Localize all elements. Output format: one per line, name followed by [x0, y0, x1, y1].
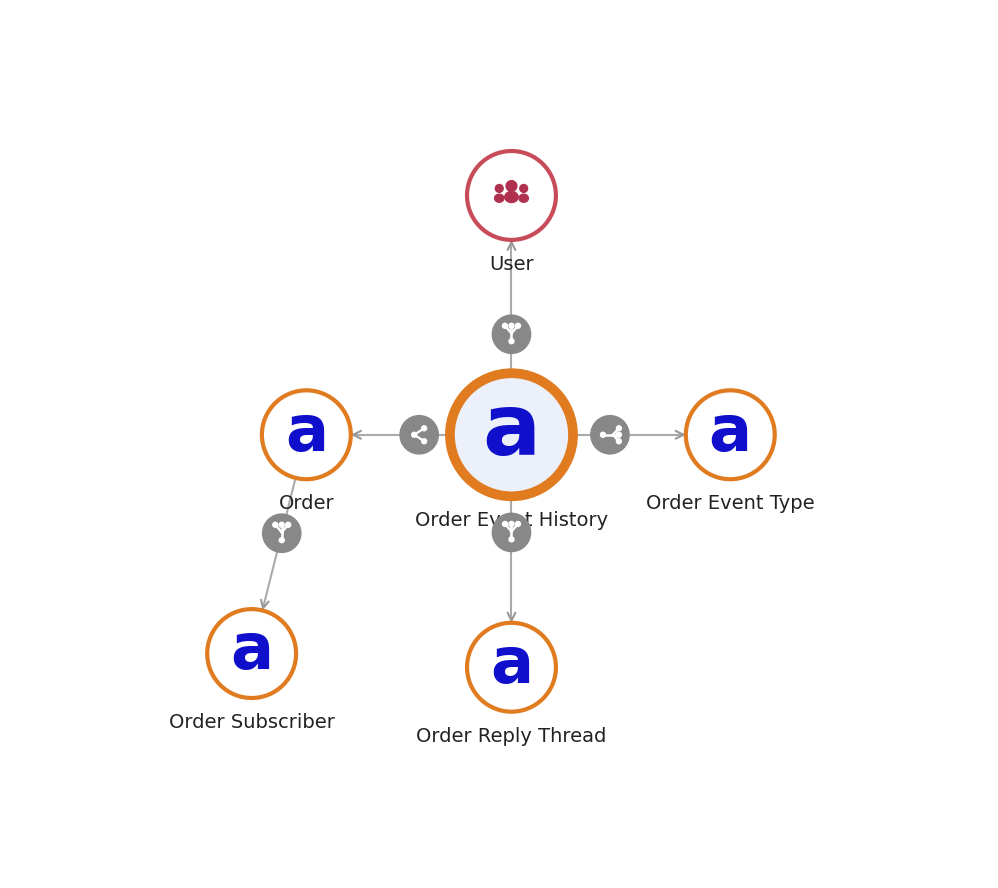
- Circle shape: [509, 323, 514, 329]
- Circle shape: [506, 180, 517, 192]
- Text: Order Event Type: Order Event Type: [646, 495, 814, 513]
- Circle shape: [509, 537, 514, 542]
- Circle shape: [509, 338, 514, 344]
- Circle shape: [467, 151, 556, 240]
- Circle shape: [520, 185, 528, 193]
- Text: a: a: [284, 401, 328, 464]
- Circle shape: [400, 416, 438, 454]
- Circle shape: [515, 323, 520, 329]
- Circle shape: [617, 439, 622, 444]
- Circle shape: [686, 391, 774, 480]
- Circle shape: [272, 522, 277, 527]
- Circle shape: [279, 538, 284, 543]
- Text: a: a: [490, 634, 533, 696]
- Circle shape: [601, 432, 606, 437]
- Text: Order Event History: Order Event History: [415, 511, 608, 530]
- Ellipse shape: [519, 194, 528, 202]
- Circle shape: [279, 522, 284, 527]
- Circle shape: [285, 522, 290, 527]
- Circle shape: [422, 426, 426, 431]
- Circle shape: [450, 373, 573, 496]
- Text: a: a: [231, 621, 273, 682]
- Circle shape: [591, 416, 629, 454]
- Circle shape: [515, 521, 520, 527]
- Circle shape: [495, 185, 503, 193]
- Circle shape: [617, 426, 622, 431]
- Text: Order Reply Thread: Order Reply Thread: [416, 726, 607, 746]
- Circle shape: [492, 513, 531, 551]
- Text: User: User: [489, 255, 534, 274]
- Circle shape: [503, 521, 508, 527]
- Circle shape: [422, 439, 426, 444]
- Circle shape: [208, 609, 296, 698]
- Circle shape: [412, 432, 417, 437]
- Circle shape: [492, 315, 531, 353]
- Circle shape: [467, 622, 556, 711]
- Ellipse shape: [495, 194, 504, 202]
- Circle shape: [261, 391, 350, 480]
- Text: a: a: [482, 390, 541, 473]
- Circle shape: [503, 323, 508, 329]
- Ellipse shape: [505, 192, 518, 202]
- Text: Order Subscriber: Order Subscriber: [169, 713, 334, 732]
- Text: a: a: [709, 401, 751, 464]
- Text: Order: Order: [278, 495, 334, 513]
- Circle shape: [509, 521, 514, 527]
- Circle shape: [617, 432, 622, 437]
- Circle shape: [262, 514, 300, 552]
